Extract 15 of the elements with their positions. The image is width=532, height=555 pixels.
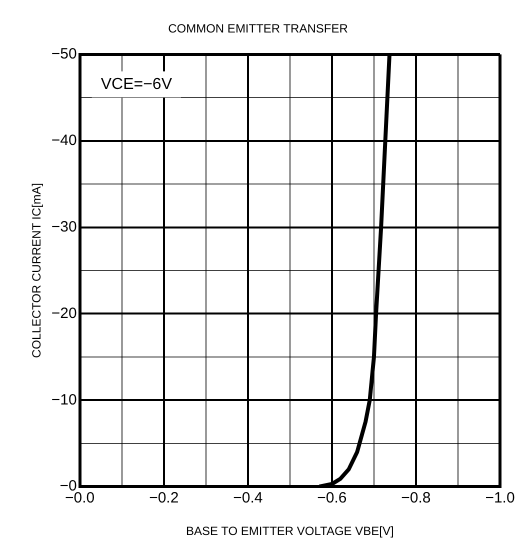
y-tick-label: −40 [51,132,77,149]
x-axis-title: BASE TO EMITTER VOLTAGE VBE[V] [186,524,394,538]
x-tick-label: −0.4 [233,490,263,507]
y-tick-label: −30 [51,218,77,236]
x-tick-label: −0.6 [317,490,347,507]
y-tick-label: −10 [51,391,77,408]
y-tick-label: −20 [51,304,77,322]
x-tick-label: −0.2 [149,490,179,507]
x-tick-label: −0.0 [65,490,95,507]
y-tick-label: −50 [51,46,77,63]
y-axis-title: COLLECTOR CURRENT IC[mA] [30,183,44,358]
chart-title: COMMON EMITTER TRANSFER [168,22,348,36]
x-tick-label: −0.8 [401,490,431,507]
x-tick-label: −1.0 [485,490,515,507]
annotation: VCE=−6V [100,76,172,93]
